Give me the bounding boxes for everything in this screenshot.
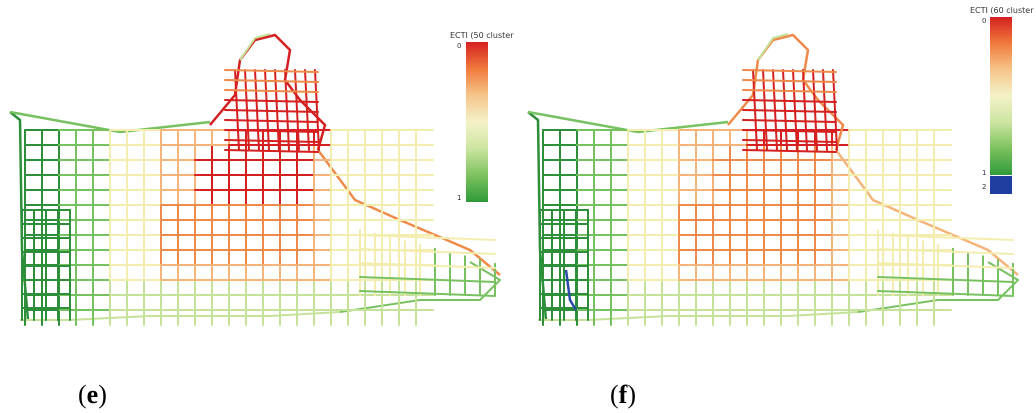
street-segment (224, 109, 319, 113)
street-segment (877, 276, 1014, 283)
street-segment (304, 69, 310, 151)
legend-tick-2: 2 (982, 183, 987, 191)
legend-tick-1: 1 (982, 169, 987, 177)
legend-title: ECTI (60 cluster (970, 6, 1034, 15)
street-segment (742, 149, 837, 153)
street-segment (742, 109, 837, 113)
street-segment (294, 69, 300, 151)
street-segment (742, 129, 837, 133)
street-segment (224, 149, 319, 153)
street-segment (742, 79, 837, 83)
street-segment (742, 99, 837, 103)
street-segment (20, 311, 341, 321)
street-segment (742, 139, 837, 143)
legend-color-bar (990, 17, 1012, 175)
street-segment (224, 139, 319, 143)
street-segment (339, 261, 501, 313)
street-segment (757, 33, 789, 61)
street-segment (792, 69, 798, 151)
street-segment (224, 89, 319, 93)
street-segment (359, 290, 496, 297)
street-segment (822, 69, 828, 151)
street-segment (274, 69, 280, 151)
legend-tick-1: 1 (457, 194, 462, 202)
street-segment (877, 262, 1014, 269)
street-segment (742, 89, 837, 93)
map-panel-e: ECTI (50 cluster 0 1 (e) (9, 31, 514, 409)
street-segment (224, 79, 319, 83)
street-segment (359, 262, 496, 269)
map-panel-f: ECTI (60 cluster 0 1 2 (f) (518, 0, 1036, 413)
street-segment (224, 69, 319, 73)
street-segment (812, 69, 818, 151)
street-segment (359, 276, 496, 283)
street-network-map-f (527, 33, 1019, 326)
legend-tick-0: 0 (982, 17, 987, 25)
street-segment (224, 119, 319, 123)
street-segment (9, 110, 211, 134)
street-segment (359, 234, 496, 241)
street-segment (877, 290, 1014, 297)
street-segment (538, 311, 859, 321)
street-segment (359, 248, 496, 255)
street-segment (284, 69, 290, 151)
legend-title: ECTI (50 cluster (450, 31, 514, 40)
legend-color-bar (466, 42, 488, 202)
street-segment (527, 110, 729, 134)
street-segment (314, 69, 320, 151)
panel-label-f: (f) (610, 380, 637, 409)
street-segment (857, 261, 1019, 313)
panel-label-e: (e) (78, 380, 107, 409)
street-network-map-e (9, 33, 501, 326)
legend-extra-color-box (990, 176, 1012, 194)
street-segment (564, 269, 578, 311)
street-segment (224, 99, 319, 103)
street-segment (742, 69, 837, 73)
street-segment (239, 33, 271, 61)
legend-tick-0: 0 (457, 42, 462, 50)
street-segment (224, 129, 319, 133)
street-segment (832, 69, 838, 151)
street-segment (742, 119, 837, 123)
street-segment (877, 234, 1014, 241)
street-segment (802, 69, 808, 151)
street-segment (877, 248, 1014, 255)
